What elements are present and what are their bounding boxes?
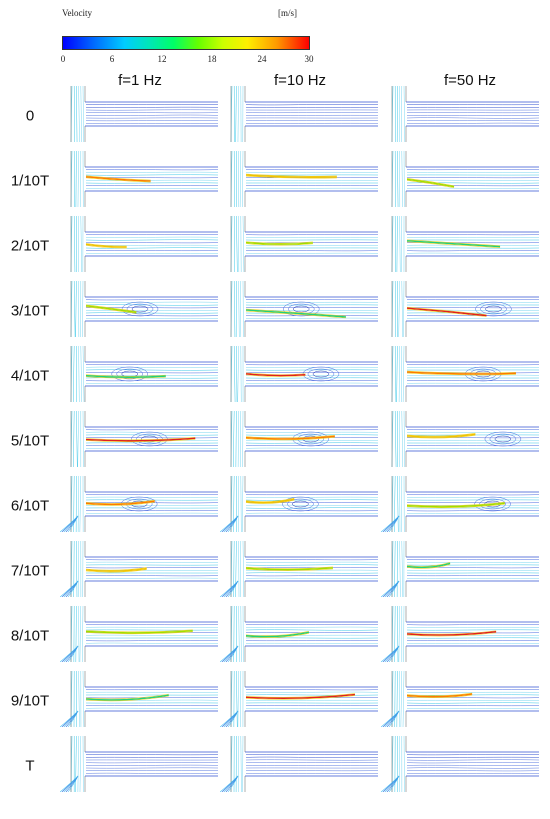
legend-tick: 6 [109,54,115,64]
streamline-plot [70,216,219,272]
streamline-plot [60,541,219,597]
streamline-panel [220,86,382,142]
row-label: 8/10T [10,627,50,645]
streamline-plot [70,346,219,402]
velocity-colorbar [62,36,310,50]
column-header-f1: f=1 Hz [118,72,162,89]
streamline-plot [391,151,540,207]
streamline-plot [381,606,540,662]
streamline-plot [60,606,219,662]
streamline-panel [381,151,543,207]
streamline-panel [220,411,382,467]
streamline-panel [60,541,222,597]
streamline-panel [381,281,543,337]
streamline-plot [220,476,379,532]
row-label: 3/10T [10,302,50,320]
row-label: 6/10T [10,497,50,515]
streamline-panel [60,281,222,337]
row-label: 0 [25,107,35,125]
streamline-plot [230,281,379,337]
streamline-panel [220,736,382,792]
streamline-plot [220,541,379,597]
streamline-plot [230,346,379,402]
row-label: T [25,757,35,775]
streamline-panel [220,151,382,207]
streamline-plot [70,151,219,207]
legend-tick: 12 [157,54,167,64]
streamline-plot [391,346,540,402]
streamline-plot [391,411,540,467]
streamline-plot [70,86,219,142]
streamline-panel [220,671,382,727]
streamline-plot [220,606,379,662]
legend-unit: [m/s] [278,8,297,18]
streamline-panel [60,736,222,792]
streamline-panel [60,216,222,272]
streamline-panel [60,86,222,142]
legend-tick: 30 [304,54,314,64]
streamline-plot [391,216,540,272]
streamline-panel [381,86,543,142]
streamline-panel [381,216,543,272]
column-header-f10: f=10 Hz [273,72,327,89]
streamline-plot [60,736,219,792]
streamline-panel [220,216,382,272]
row-label: 9/10T [10,692,50,710]
streamline-plot [381,476,540,532]
legend-tick: 24 [257,54,267,64]
streamline-panel [220,541,382,597]
row-label: 2/10T [10,237,50,255]
row-label: 1/10T [10,172,50,190]
streamline-plot [391,86,540,142]
streamline-plot [391,281,540,337]
streamline-panel [381,346,543,402]
legend-tick: 18 [207,54,217,64]
legend-tick: 0 [60,54,66,64]
streamline-plot [70,411,219,467]
streamline-plot [60,671,219,727]
streamline-plot [381,671,540,727]
streamline-plot [381,736,540,792]
row-label: 7/10T [10,562,50,580]
streamline-plot [220,671,379,727]
streamline-panel [220,346,382,402]
streamline-plot [230,86,379,142]
streamline-panel [381,606,543,662]
streamline-panel [220,476,382,532]
streamline-plot [60,476,219,532]
streamline-panel [60,411,222,467]
streamline-plot [220,736,379,792]
row-label: 4/10T [10,367,50,385]
streamline-panel [381,671,543,727]
row-label: 5/10T [10,432,50,450]
streamline-plot [230,411,379,467]
streamline-panel [60,476,222,532]
streamline-panel [220,281,382,337]
streamline-panel [381,541,543,597]
streamline-panel [381,476,543,532]
streamline-plot [381,541,540,597]
streamline-panel [381,411,543,467]
streamline-plot [230,216,379,272]
streamline-plot [70,281,219,337]
streamline-panel [381,736,543,792]
legend-title: Velocity [62,8,92,18]
streamline-panel [60,346,222,402]
streamline-plot [230,151,379,207]
column-header-f50: f=50 Hz [443,72,497,89]
streamline-panel [60,606,222,662]
streamline-panel [220,606,382,662]
streamline-panel [60,671,222,727]
streamline-panel [60,151,222,207]
